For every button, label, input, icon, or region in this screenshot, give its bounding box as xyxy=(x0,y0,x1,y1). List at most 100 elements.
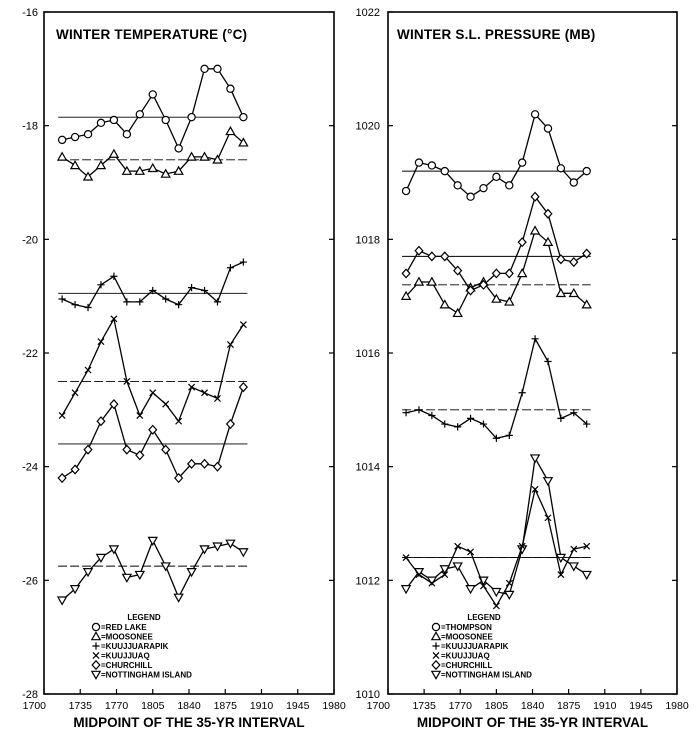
data-point xyxy=(58,295,66,303)
data-point xyxy=(226,264,235,272)
y-tick-label: 1014 xyxy=(356,462,380,474)
data-point xyxy=(200,64,209,74)
series-plus xyxy=(402,335,591,442)
data-point xyxy=(186,458,197,469)
legend-label: =CHURCHILL xyxy=(101,661,152,670)
legend-label: =KUUJJUARAPIK xyxy=(101,642,169,651)
data-point xyxy=(212,542,223,552)
data-point xyxy=(175,301,183,309)
x-tick-label: 1700 xyxy=(23,700,47,712)
data-point xyxy=(239,321,247,329)
legend-label: =KUUJJUAQ xyxy=(101,652,150,661)
y-tick-label: 1016 xyxy=(356,348,380,360)
data-point xyxy=(148,424,158,435)
x-tick-label: 1735 xyxy=(412,700,436,712)
data-point xyxy=(239,112,248,122)
data-point xyxy=(570,409,578,417)
data-point xyxy=(582,166,591,176)
x-tick-label: 1840 xyxy=(177,700,201,712)
data-point xyxy=(529,454,541,464)
data-point xyxy=(504,590,515,600)
series-tridown xyxy=(400,454,592,600)
data-point xyxy=(427,161,437,170)
legend-marker xyxy=(90,670,102,680)
data-point xyxy=(543,124,553,133)
data-point xyxy=(136,412,144,420)
data-point xyxy=(160,168,171,178)
series-line xyxy=(61,317,244,423)
data-point xyxy=(568,287,580,298)
data-point xyxy=(400,290,412,300)
data-point xyxy=(213,394,221,402)
data-point xyxy=(70,464,80,475)
data-point xyxy=(213,298,222,306)
legend-marker xyxy=(91,659,101,671)
x-tick-label: 1805 xyxy=(141,700,165,712)
data-point xyxy=(492,172,501,182)
data-point xyxy=(491,293,502,303)
data-point xyxy=(225,125,236,136)
data-point xyxy=(531,485,539,493)
legend-marker xyxy=(92,642,100,650)
data-point xyxy=(186,568,197,578)
series-line xyxy=(405,337,588,440)
data-point xyxy=(149,286,157,295)
data-point xyxy=(583,542,591,550)
data-point xyxy=(544,514,552,522)
data-point xyxy=(188,383,196,391)
series-plus xyxy=(58,258,248,312)
x-tick-label: 1875 xyxy=(214,700,238,712)
data-point xyxy=(453,181,462,190)
data-point xyxy=(70,132,80,142)
y-tick-label: -24 xyxy=(22,462,38,474)
y-tick-label: -28 xyxy=(22,689,38,701)
y-tick-label: -22 xyxy=(22,348,38,360)
data-point xyxy=(465,285,476,296)
data-point xyxy=(581,299,592,309)
y-tick-label: -18 xyxy=(22,121,38,133)
legend-marker xyxy=(432,652,440,659)
series-diamond xyxy=(401,191,592,296)
data-point xyxy=(56,596,68,606)
data-point xyxy=(441,420,449,428)
data-point xyxy=(570,545,578,553)
data-point xyxy=(95,160,107,170)
data-point xyxy=(148,90,157,99)
data-point xyxy=(82,568,94,578)
data-point xyxy=(440,251,450,262)
data-point xyxy=(97,281,105,289)
legend-marker xyxy=(431,659,441,671)
y-tick-label: 1010 xyxy=(356,689,380,701)
legend-marker xyxy=(430,631,442,641)
data-point xyxy=(199,545,210,555)
data-point xyxy=(238,137,249,147)
data-point xyxy=(529,225,541,235)
x-tick-label: 1875 xyxy=(557,700,581,712)
data-point xyxy=(504,268,514,279)
y-tick-label: -26 xyxy=(22,575,38,587)
data-point xyxy=(400,585,412,595)
data-point xyxy=(58,412,66,420)
data-point xyxy=(187,284,196,292)
x-tick-label: 1770 xyxy=(449,700,473,712)
data-point xyxy=(428,579,436,587)
data-point xyxy=(199,458,210,469)
data-point xyxy=(479,582,487,590)
legend-marker xyxy=(92,652,100,659)
legend-marker xyxy=(431,622,441,632)
legend-label: =CHURCHILL xyxy=(441,661,492,670)
data-point xyxy=(212,154,223,164)
x-tick-label: 1805 xyxy=(485,700,509,712)
data-point xyxy=(213,64,222,74)
legend-label: =NOTTINGHAM ISLAND xyxy=(441,671,532,680)
data-point xyxy=(453,265,463,276)
data-point xyxy=(555,553,567,564)
legend-label: =NOTTINGHAM ISLAND xyxy=(101,671,192,680)
data-point xyxy=(200,286,209,295)
series-diamond xyxy=(57,382,248,484)
data-point xyxy=(569,178,578,187)
data-point xyxy=(121,573,133,583)
series-triangle xyxy=(400,225,592,318)
y-tick-label: 1020 xyxy=(356,121,380,133)
